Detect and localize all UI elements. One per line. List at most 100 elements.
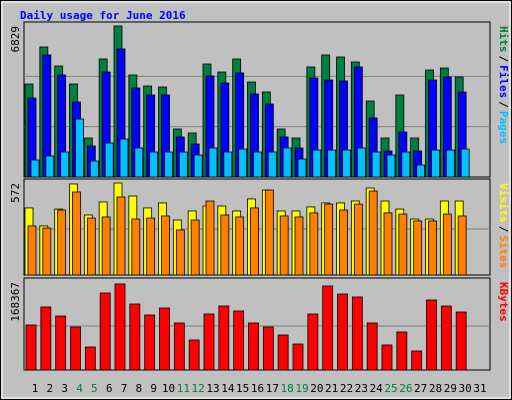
bar [366,322,378,371]
legend-separator: / [497,226,510,233]
x-tick-label: 28 [429,382,442,395]
bar [297,158,307,178]
x-tick-label: 31 [473,382,486,395]
x-tick-label: 6 [106,382,113,395]
bar [45,155,55,178]
bar [262,326,274,371]
x-tick-label: 22 [340,382,353,395]
bar [116,196,126,276]
legend-separator: / [497,101,510,108]
bar [70,326,81,371]
bar [86,217,96,276]
bar [144,314,156,371]
bar [253,151,262,178]
bar [218,305,230,371]
bar [114,283,126,371]
x-tick-label: 15 [236,382,249,395]
bar [250,207,259,276]
bar [292,343,304,371]
x-tick-label: 26 [399,382,412,395]
bar [101,216,111,276]
x-tick-label: 4 [76,382,83,395]
x-tick-label: 20 [310,382,323,395]
bar [386,154,396,178]
bar [416,164,426,178]
bar [460,148,470,178]
bar [233,310,245,371]
bar [339,209,348,276]
bar [307,313,319,371]
bar [203,313,215,371]
x-tick-label: 14 [221,382,235,395]
bar [220,214,230,276]
bar [40,306,52,371]
y-tick-label: 572 [9,183,22,203]
x-tick-label: 17 [266,382,279,395]
legend-entry: KBytes [497,282,510,322]
legend-entry: Visits [497,183,510,223]
bar [383,212,393,276]
bar [264,189,274,276]
x-tick-label: 27 [414,382,427,395]
x-tick-label: 19 [295,382,308,395]
bar [396,331,408,371]
bar [381,344,393,371]
bar [413,220,423,276]
bar [368,190,378,276]
x-tick-label: 10 [162,382,175,395]
bar [327,149,337,178]
bar [238,148,248,178]
bar [279,215,289,276]
bar [426,299,437,371]
bar [322,285,334,371]
bar [190,219,200,276]
bar [371,151,381,178]
bar [208,147,218,178]
legend-entry: Sites [497,235,510,268]
legend: KBytes [497,282,510,322]
bar [267,151,277,178]
x-tick-label: 8 [136,382,143,395]
bar [353,203,363,276]
legend: Hits / Files / Pages [497,26,510,144]
bar [401,151,411,178]
bar [178,151,188,178]
bar [60,151,70,178]
bar [294,216,304,276]
bar [277,334,289,371]
bar [164,151,173,178]
bar [119,138,129,178]
bar [282,147,292,178]
bar [188,339,200,371]
bar [129,303,141,371]
bar [440,305,452,371]
bar [455,311,467,371]
bar [134,147,144,178]
legend-entry: Hits [497,26,510,53]
y-tick-label: 6829 [9,26,22,53]
x-tick-label: 24 [370,382,384,395]
bar [131,218,141,276]
bar [75,118,84,178]
bar [146,217,156,276]
chart-title: Daily usage for June 2016 [20,9,186,22]
x-tick-label: 25 [384,382,397,395]
bar [442,213,452,276]
bar [398,213,408,276]
bar [30,159,40,178]
bar [55,315,67,371]
bar [89,160,99,178]
bar [337,293,348,371]
bar [235,216,245,276]
y-tick-label: 168367 [9,282,22,322]
bar [149,151,159,178]
x-tick-label: 1 [32,382,39,395]
bar [223,151,233,178]
bar [27,225,37,276]
bar [428,220,437,276]
bar [84,346,96,371]
bar [175,229,185,276]
bar [351,296,363,371]
